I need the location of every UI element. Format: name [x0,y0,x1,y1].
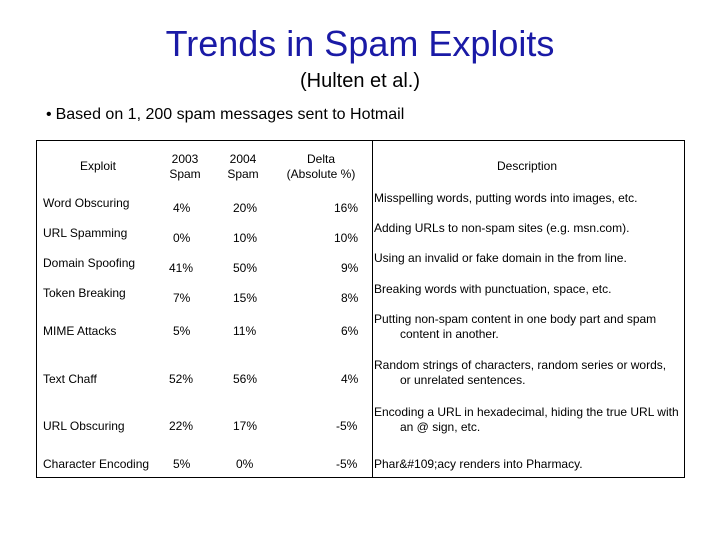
cell-2003: 52% [169,372,194,386]
cell-2003: 4% [173,201,191,215]
cell-exploit: URL Spamming [43,226,128,240]
cell-exploit: MIME Attacks [43,324,117,338]
cell-exploit: Text Chaff [43,372,97,386]
description-line: Encoding a URL in hexadecimal, hiding th… [374,405,679,419]
cell-2004: 17% [233,419,258,433]
cell-2004: 11% [233,324,257,338]
description-line: Misspelling words, putting words into im… [374,191,638,205]
cell-2004: 0% [236,457,254,471]
cell-exploit: Token Breaking [43,286,126,300]
header-2003-spam: 2003 Spam [169,152,201,181]
cell-2003: 5% [173,324,191,338]
page-title: Trends in Spam Exploits [165,23,555,64]
page-subtitle: (Hulten et al.) [299,70,421,92]
description-line: Putting non-spam content in one body par… [374,312,657,326]
cell-description: Misspelling words, putting words into im… [374,191,684,206]
cell-delta: 9% [341,261,359,275]
cell-exploit: Character Encoding [43,457,150,471]
bullet-text: Based on 1, 200 spam messages sent to Ho… [55,106,405,123]
header-exploit: Exploit [79,159,117,173]
header-delta: Delta (Absolute %) [286,152,356,181]
cell-delta: 8% [341,291,359,305]
cell-2003: 22% [169,419,194,433]
spam-exploits-table: Exploit 2003 Spam 2004 Spam Delta (Absol… [36,140,685,478]
description-line-2: or unrelated sentences. [400,373,526,387]
cell-description: Using an invalid or fake domain in the f… [374,251,684,266]
cell-description: Random strings of characters, random ser… [374,358,684,388]
cell-delta: 10% [334,231,359,245]
description-line: Random strings of characters, random ser… [374,358,667,372]
description-line: Using an invalid or fake domain in the f… [374,251,627,265]
cell-delta: -5% [336,457,358,471]
cell-2003: 41% [169,261,194,275]
header-2004-spam: 2004 Spam [227,152,259,181]
description-line: Adding URLs to non-spam sites (e.g. msn.… [374,221,630,235]
cell-exploit: URL Obscuring [43,419,125,433]
cell-2004: 50% [233,261,258,275]
cell-delta: 16% [334,201,359,215]
cell-delta: -5% [336,419,358,433]
description-line: Breaking words with punctuation, space, … [374,282,612,296]
bullet-icon: • [46,106,52,123]
description-line-2: an @ sign, etc. [400,420,481,434]
cell-2003: 7% [173,291,191,305]
cell-description: Phar&#109;acy renders into Pharmacy. [374,457,684,472]
cell-2003: 0% [173,231,191,245]
bullet-point: • Based on 1, 200 spam messages sent to H… [46,104,404,126]
cell-description: Encoding a URL in hexadecimal, hiding th… [374,405,684,435]
cell-delta: 4% [341,372,359,386]
cell-2004: 15% [233,291,258,305]
cell-2004: 56% [233,372,258,386]
description-line: Phar&#109;acy renders into Pharmacy. [374,457,583,471]
cell-description: Adding URLs to non-spam sites (e.g. msn.… [374,221,684,236]
cell-exploit: Domain Spoofing [43,256,136,270]
cell-description: Putting non-spam content in one body par… [374,312,684,342]
cell-2004: 20% [233,201,258,215]
header-description: Description [496,159,558,173]
description-line-2: content in another. [400,327,499,341]
cell-description: Breaking words with punctuation, space, … [374,282,684,297]
cell-delta: 6% [341,324,359,338]
cell-2003: 5% [173,457,191,471]
cell-2004: 10% [233,231,258,245]
cell-exploit: Word Obscuring [43,196,130,210]
column-divider [372,141,373,477]
